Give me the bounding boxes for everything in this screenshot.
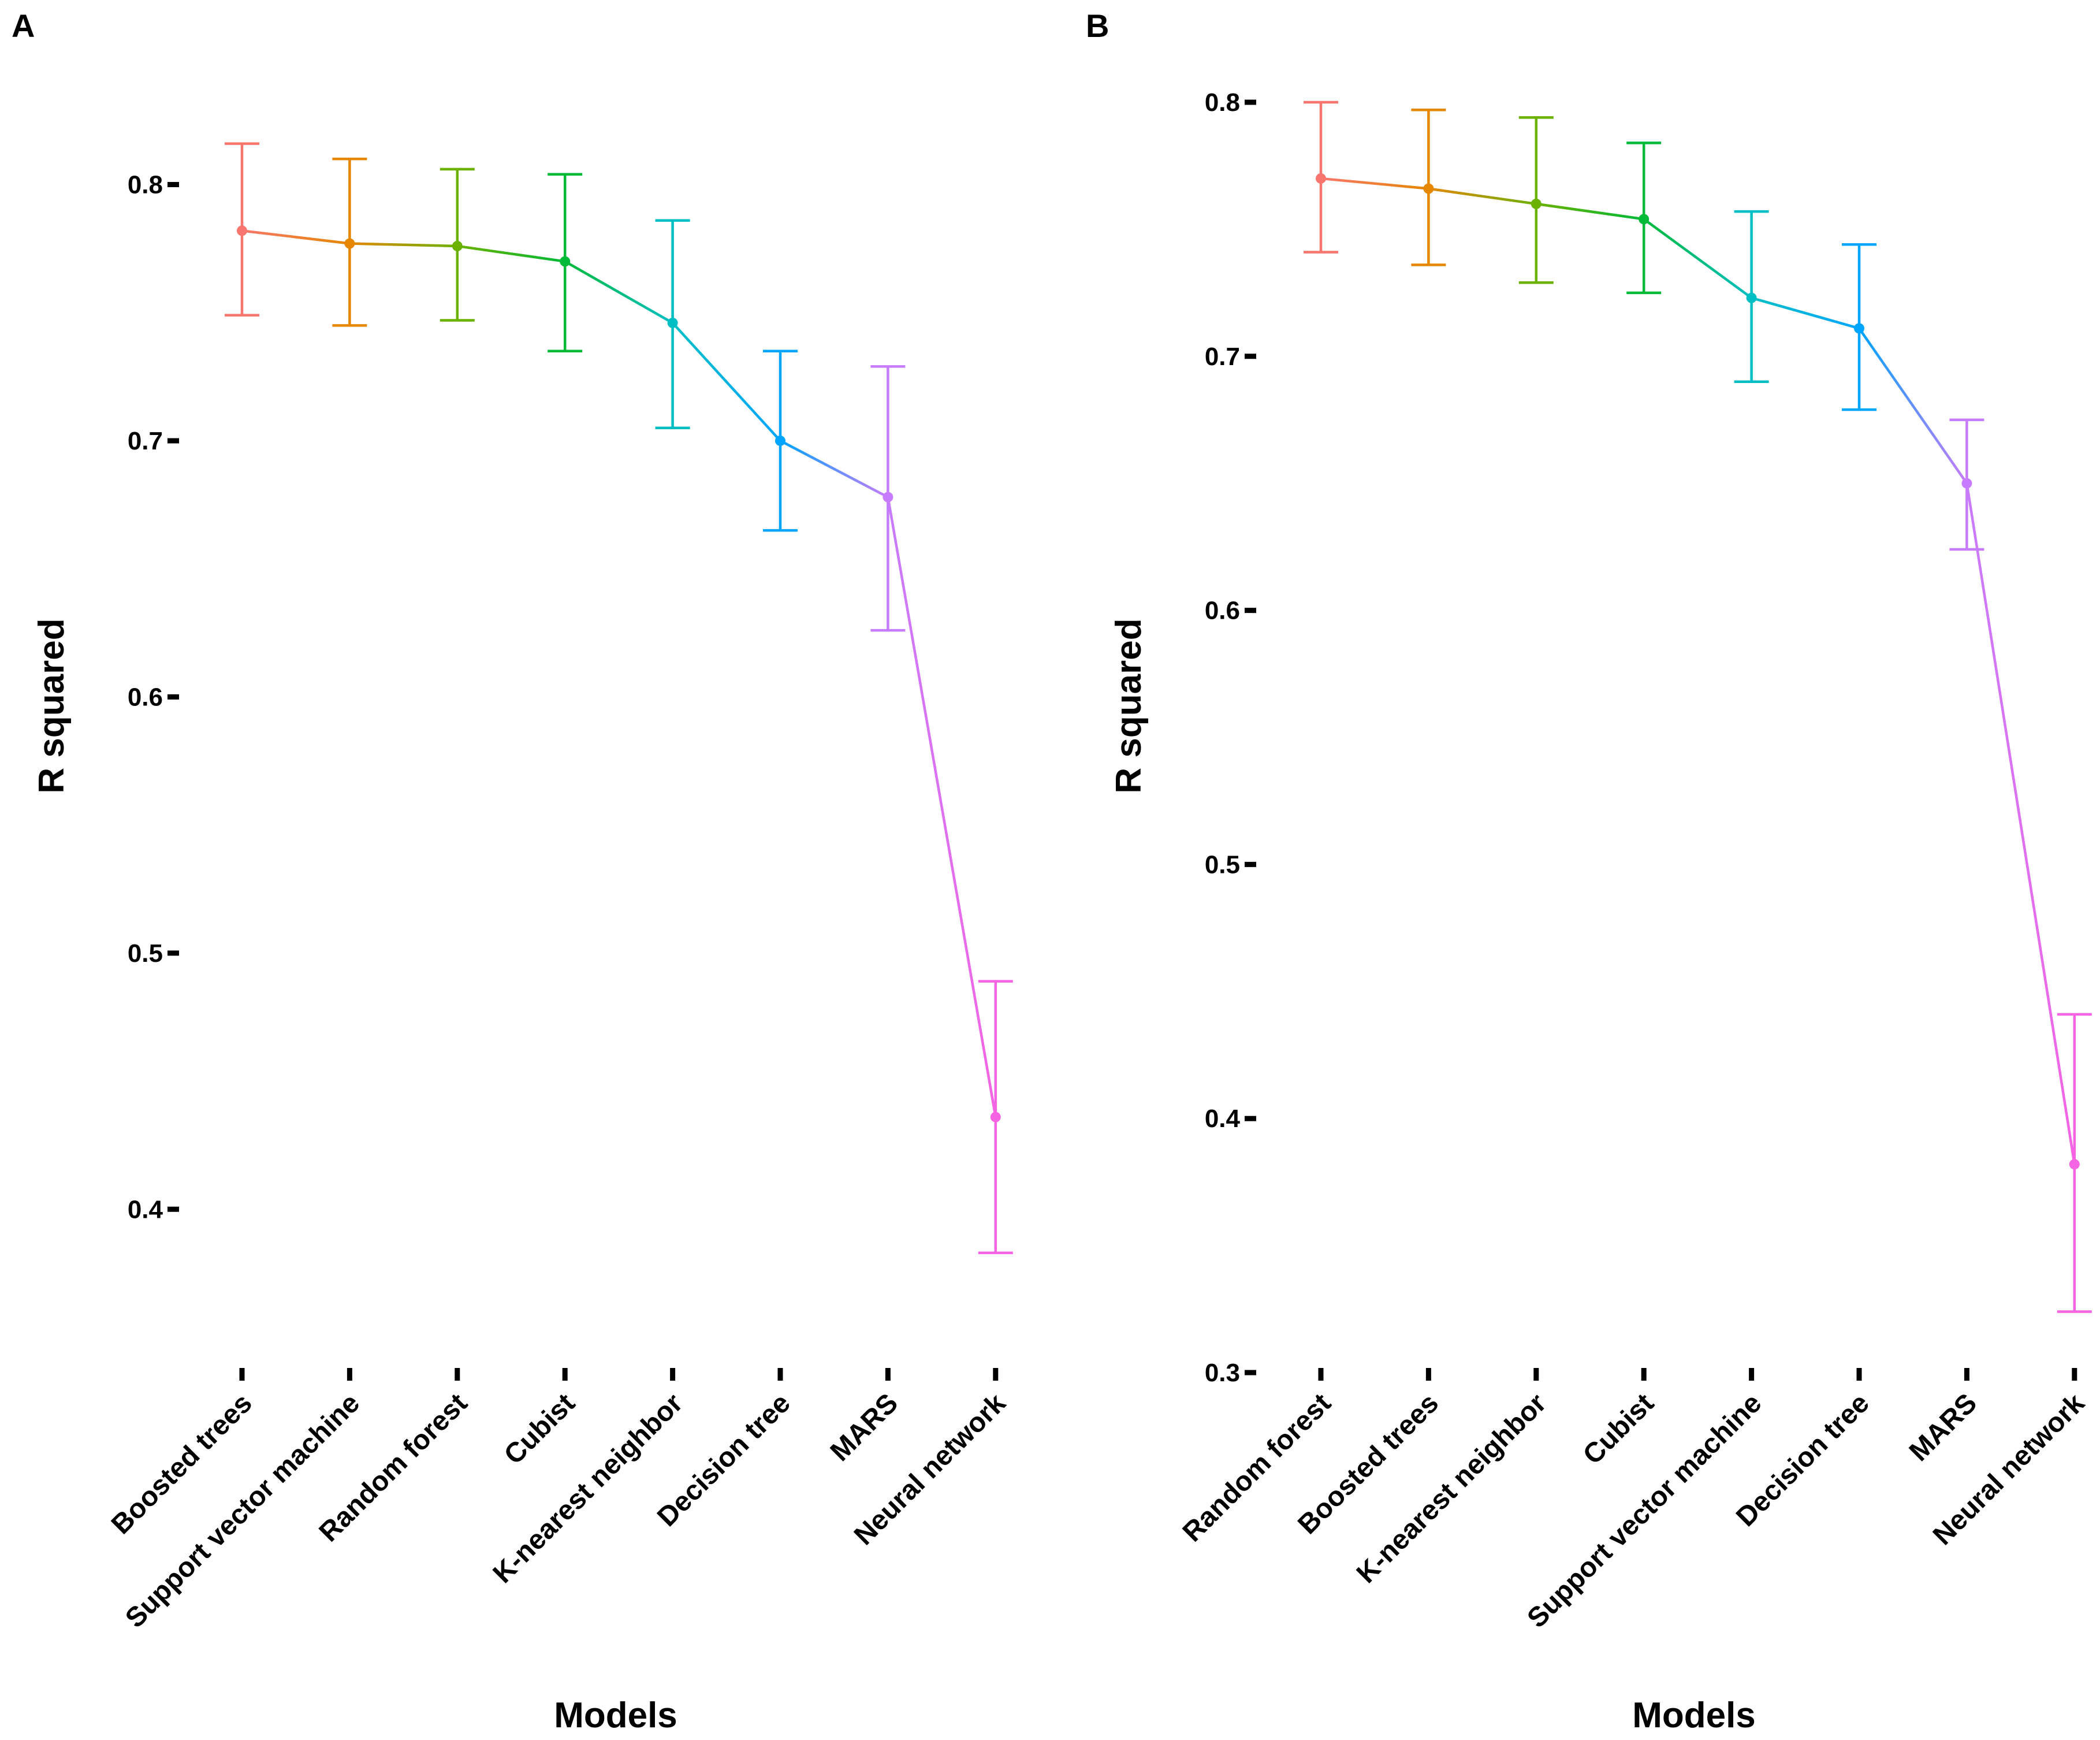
x-axis-title: Models <box>554 1696 677 1735</box>
series-line-segment <box>1427 187 1538 206</box>
series-line-segment <box>1642 218 1753 299</box>
y-tick-label: 0.5 <box>128 939 163 968</box>
y-tick-label: 0.4 <box>128 1195 163 1224</box>
y-tick-label: 0.6 <box>1205 597 1240 625</box>
panel-a-letter: A <box>12 8 35 44</box>
series-line-segment <box>1965 482 2076 1166</box>
data-point <box>2069 1159 2080 1170</box>
series-line-segment <box>1750 296 1861 330</box>
y-tick-label: 0.7 <box>1205 343 1240 371</box>
series-line-segment <box>1535 202 1645 221</box>
y-tick-label: 0.8 <box>128 171 163 199</box>
data-point <box>1961 478 1972 489</box>
series-line-segment <box>887 496 997 1118</box>
data-point <box>667 317 678 328</box>
data-point <box>560 256 571 267</box>
data-point <box>775 435 785 446</box>
data-point <box>1531 198 1542 209</box>
data-point <box>344 238 355 249</box>
panel-b-letter: B <box>1086 8 1109 44</box>
data-point <box>883 492 893 503</box>
y-tick-label: 0.8 <box>1205 88 1240 117</box>
y-tick-label: 0.7 <box>128 427 163 455</box>
y-tick-label: 0.4 <box>1205 1105 1241 1133</box>
data-point <box>1316 173 1326 184</box>
data-point <box>237 225 247 236</box>
series-line-segment <box>456 244 567 263</box>
y-tick-label: 0.5 <box>1205 850 1240 879</box>
series-line-segment <box>1857 327 1968 485</box>
series-line-segment <box>240 229 351 245</box>
data-point <box>1423 183 1434 194</box>
y-tick-label: 0.3 <box>1205 1359 1240 1387</box>
y-axis-title: R squared <box>1109 618 1149 793</box>
y-tick-label: 0.6 <box>128 683 163 711</box>
data-point <box>1746 292 1757 303</box>
data-point <box>1854 323 1864 334</box>
data-point <box>452 240 463 251</box>
x-axis-title: Models <box>1632 1696 1756 1735</box>
series-line-segment <box>348 242 459 248</box>
series-line-segment <box>779 439 889 499</box>
series-line-segment <box>671 321 782 443</box>
data-point <box>990 1111 1001 1122</box>
y-axis-title: R squared <box>32 618 72 793</box>
series-line-segment <box>1319 177 1430 190</box>
data-point <box>1639 214 1650 225</box>
series-line-segment <box>563 260 674 325</box>
